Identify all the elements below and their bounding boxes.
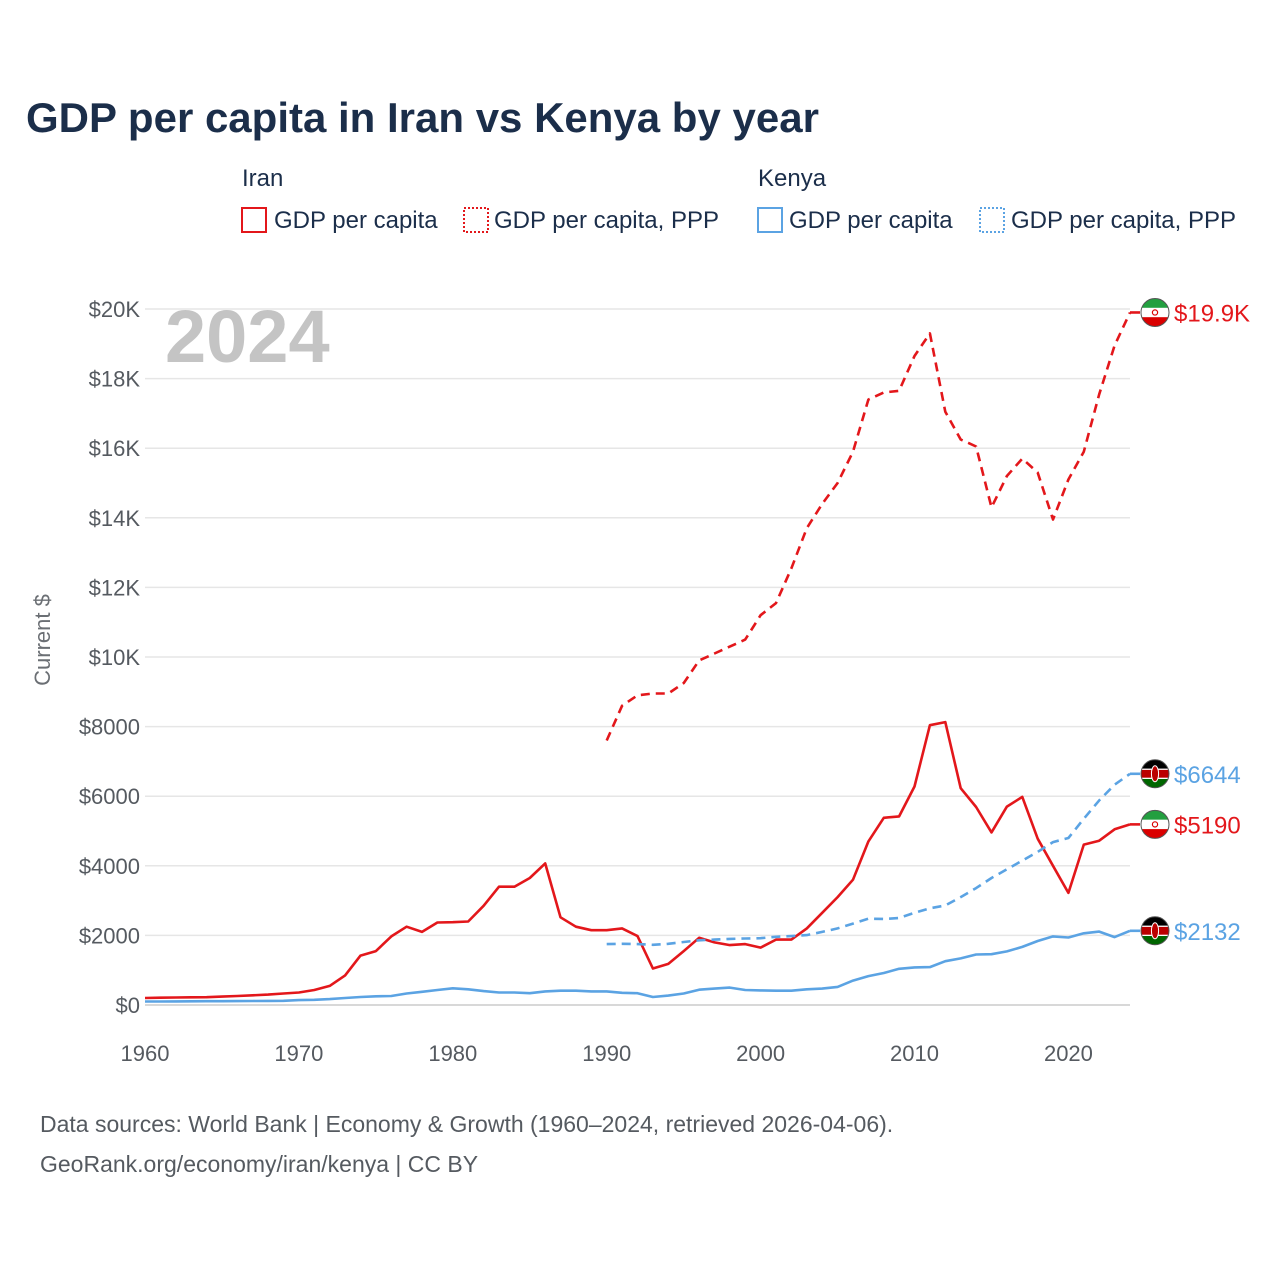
x-tick-label: 2020 <box>1044 1041 1093 1066</box>
legend-item-kenya-gdp[interactable]: GDP per capita <box>757 207 953 234</box>
year-label: 2024 <box>165 295 330 378</box>
y-tick-label: $12K <box>89 575 141 600</box>
legend-swatch-kenya-ppp <box>979 207 1005 233</box>
iran-flag-icon <box>1140 297 1170 327</box>
y-tick-label: $8000 <box>79 715 140 740</box>
x-tick-label: 1990 <box>582 1041 631 1066</box>
series-line-iran_gdp[interactable] <box>144 720 1131 1000</box>
end-labels: $19.9K $6644 $5190 $2132 <box>1130 297 1250 946</box>
source-line-1: Data sources: World Bank | Economy & Gro… <box>40 1111 893 1137</box>
end-label-kenya_ppp: $6644 <box>1174 762 1241 789</box>
legend-group-iran: Iran <box>242 165 283 192</box>
iran-flag-icon <box>1140 809 1170 839</box>
grid <box>145 308 1130 1006</box>
legend-swatch-iran-gdp <box>241 207 267 233</box>
legend-item-kenya-ppp[interactable]: GDP per capita, PPP <box>979 207 1236 234</box>
legend-group-kenya: Kenya <box>758 165 827 192</box>
y-tick-label: $2000 <box>79 923 140 948</box>
kenya-flag-icon <box>1140 759 1170 789</box>
x-tick-label: 1980 <box>428 1041 477 1066</box>
source-line-2[interactable]: GeoRank.org/economy/iran/kenya | CC BY <box>40 1151 478 1177</box>
legend-label-kenya-ppp: GDP per capita, PPP <box>1011 207 1236 234</box>
legend-label-iran-gdp: GDP per capita <box>274 207 438 234</box>
legend-swatch-kenya-gdp <box>757 207 783 233</box>
y-tick-label: $6000 <box>79 784 140 809</box>
y-tick-label: $16K <box>89 436 141 461</box>
y-tick-label: $0 <box>116 993 140 1018</box>
end-label-iran_gdp: $5190 <box>1174 812 1241 839</box>
y-tick-label: $18K <box>89 367 141 392</box>
kenya-flag-icon <box>1140 916 1170 946</box>
legend-label-kenya-gdp: GDP per capita <box>789 207 953 234</box>
x-axis: 1960 1970 1980 1990 2000 2010 2020 <box>121 1041 1093 1066</box>
legend-item-iran-ppp[interactable]: GDP per capita, PPP <box>463 207 719 234</box>
y-axis: $0 $2000 $4000 $6000 $8000 $10K $12K $14K $16K $1… <box>79 297 141 1018</box>
legend-item-iran-gdp[interactable]: GDP per capita <box>241 207 438 234</box>
legend-label-iran-ppp: GDP per capita, PPP <box>494 207 719 234</box>
series-line-kenya_gdp[interactable] <box>145 929 1131 1003</box>
legend-swatch-iran-ppp <box>463 207 489 233</box>
series-line-iran_ppp[interactable] <box>605 311 1132 742</box>
x-tick-label: 2010 <box>890 1041 939 1066</box>
end-label-kenya_gdp: $2132 <box>1174 919 1241 946</box>
legend: Iran Kenya GDP per capita GDP per capita… <box>241 165 1236 234</box>
series-line-kenya_ppp[interactable] <box>606 772 1131 947</box>
x-tick-label: 1960 <box>121 1041 170 1066</box>
y-axis-title: Current $ <box>30 594 55 686</box>
y-tick-label: $20K <box>89 297 141 322</box>
x-tick-label: 1970 <box>274 1041 323 1066</box>
x-tick-label: 2000 <box>736 1041 785 1066</box>
end-label-iran_ppp: $19.9K <box>1174 300 1250 327</box>
y-tick-label: $10K <box>89 645 141 670</box>
y-tick-label: $14K <box>89 506 141 531</box>
series-lines <box>144 311 1132 1003</box>
y-tick-label: $4000 <box>79 854 140 879</box>
chart-title: GDP per capita in Iran vs Kenya by year <box>26 94 819 141</box>
